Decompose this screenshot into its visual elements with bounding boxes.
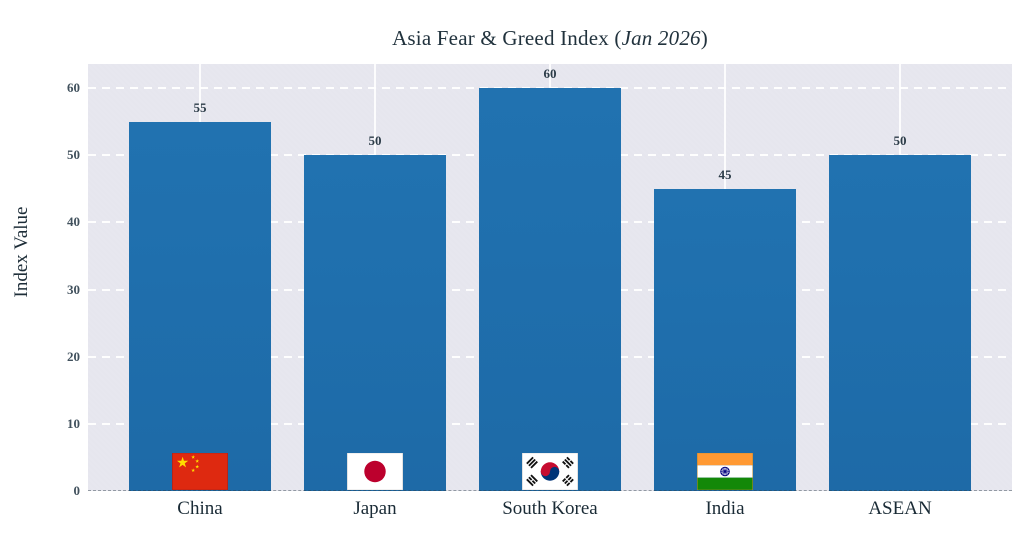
bar-value-label: 60 (543, 66, 557, 81)
x-tick-label-south-korea: South Korea (502, 498, 598, 519)
x-tick-label-china: China (177, 498, 223, 519)
y-tick-label: 50 (67, 147, 80, 163)
bar-south-korea (479, 88, 621, 491)
y-tick-label: 0 (73, 483, 81, 498)
bar-india (654, 189, 796, 491)
chart-title-date: Jan 2026 (621, 26, 701, 50)
china-flag-icon (172, 453, 228, 490)
y-tick-label: 20 (67, 348, 80, 364)
bar-value-label: 50 (368, 133, 382, 148)
india-flag-icon (697, 453, 753, 490)
bar-value-label: 45 (718, 167, 732, 182)
bar-japan (304, 155, 446, 491)
y-tick-label: 60 (67, 80, 80, 96)
chart-title: Asia Fear & Greed Index (Jan 2026) (88, 26, 1012, 51)
x-tick-label-india: India (705, 498, 745, 519)
bar-china (129, 122, 271, 491)
bar-value-label: 50 (893, 133, 907, 148)
chart-title-prefix: Asia Fear & Greed Index ( (392, 26, 622, 50)
y-tick-label: 40 (67, 214, 80, 230)
bar-asean (829, 155, 971, 491)
chart-title-suffix: ) (700, 26, 708, 50)
japan-flag-icon (347, 453, 403, 490)
x-tick-label-asean: ASEAN (868, 498, 932, 519)
plot-area: 55 50 60 45 50 (88, 64, 1012, 491)
y-tick-label: 10 (67, 415, 80, 431)
y-tick-label: 30 (67, 281, 80, 297)
bar-value-label: 55 (193, 100, 207, 115)
south-korea-flag-icon (522, 453, 578, 490)
y-axis-label: Index Value (11, 206, 32, 298)
x-tick-label-japan: Japan (353, 498, 397, 519)
